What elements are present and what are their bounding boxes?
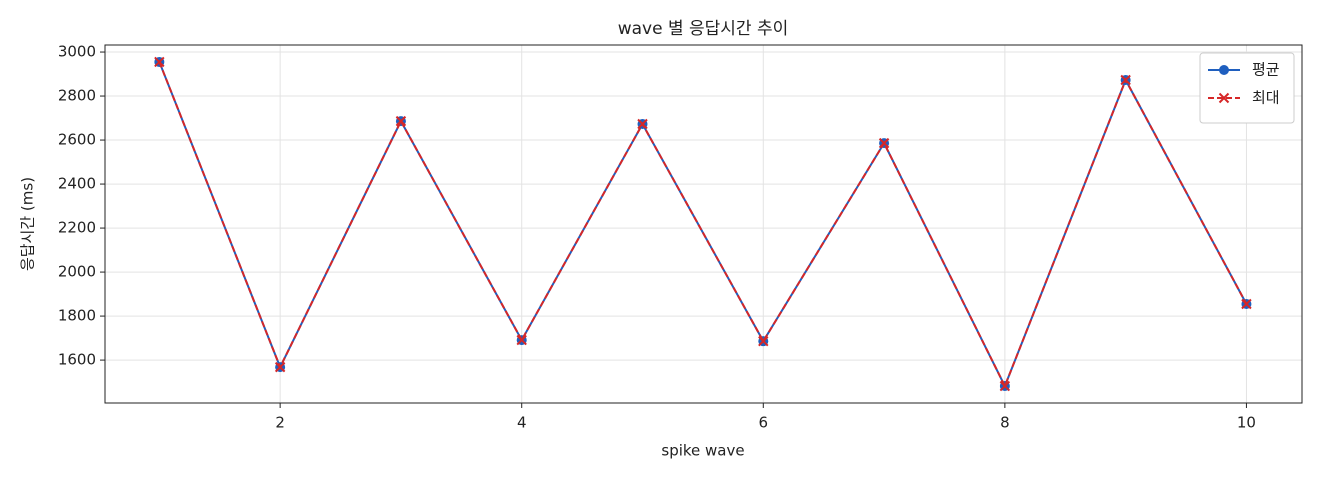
x-tick-label: 8 xyxy=(1000,414,1010,432)
y-tick-label: 3000 xyxy=(58,43,96,61)
series-line xyxy=(158,61,1248,389)
marker-x xyxy=(154,56,165,68)
marker xyxy=(1219,65,1229,75)
marker xyxy=(395,115,407,127)
marker-x xyxy=(878,137,890,149)
marker-x xyxy=(274,361,286,373)
marker xyxy=(154,56,165,68)
marker xyxy=(1120,74,1131,86)
x-tick-label: 2 xyxy=(275,414,285,432)
marker xyxy=(1241,298,1252,310)
legend-label: 평균 xyxy=(1252,61,1280,79)
chart-title: wave 별 응답시간 추이 xyxy=(618,19,789,39)
y-axis-label: 응답시간 (ms) xyxy=(19,177,37,271)
marker xyxy=(637,118,648,130)
legend-box xyxy=(1199,52,1295,124)
marker xyxy=(1218,92,1230,104)
x-tick-label: 10 xyxy=(1237,414,1256,432)
marker-x xyxy=(758,335,769,347)
marker-x xyxy=(999,380,1011,392)
x-tick-label: 6 xyxy=(759,414,769,432)
y-tick-label: 2800 xyxy=(58,87,96,105)
marker-x xyxy=(1120,74,1131,86)
marker xyxy=(999,380,1011,392)
marker-x xyxy=(1241,298,1252,310)
marker xyxy=(274,361,286,373)
marker-x xyxy=(395,115,407,127)
y-tick-label: 1800 xyxy=(58,307,96,325)
legend-label: 최대 xyxy=(1252,89,1280,107)
marker xyxy=(758,335,769,347)
marker-x xyxy=(637,118,648,130)
marker-x xyxy=(1218,92,1230,104)
y-tick-label: 2400 xyxy=(58,175,96,193)
y-tick-label: 2200 xyxy=(58,219,96,237)
y-tick-label: 2600 xyxy=(58,131,96,149)
x-tick-label: 4 xyxy=(517,414,527,432)
x-axis-label: spike wave xyxy=(661,442,744,460)
marker xyxy=(516,334,527,346)
marker xyxy=(878,137,890,149)
plot-frame xyxy=(104,44,1303,404)
y-tick-label: 2000 xyxy=(58,263,96,281)
series-line xyxy=(158,61,1248,389)
y-tick-label: 1600 xyxy=(58,351,96,369)
marker-x xyxy=(516,334,527,346)
